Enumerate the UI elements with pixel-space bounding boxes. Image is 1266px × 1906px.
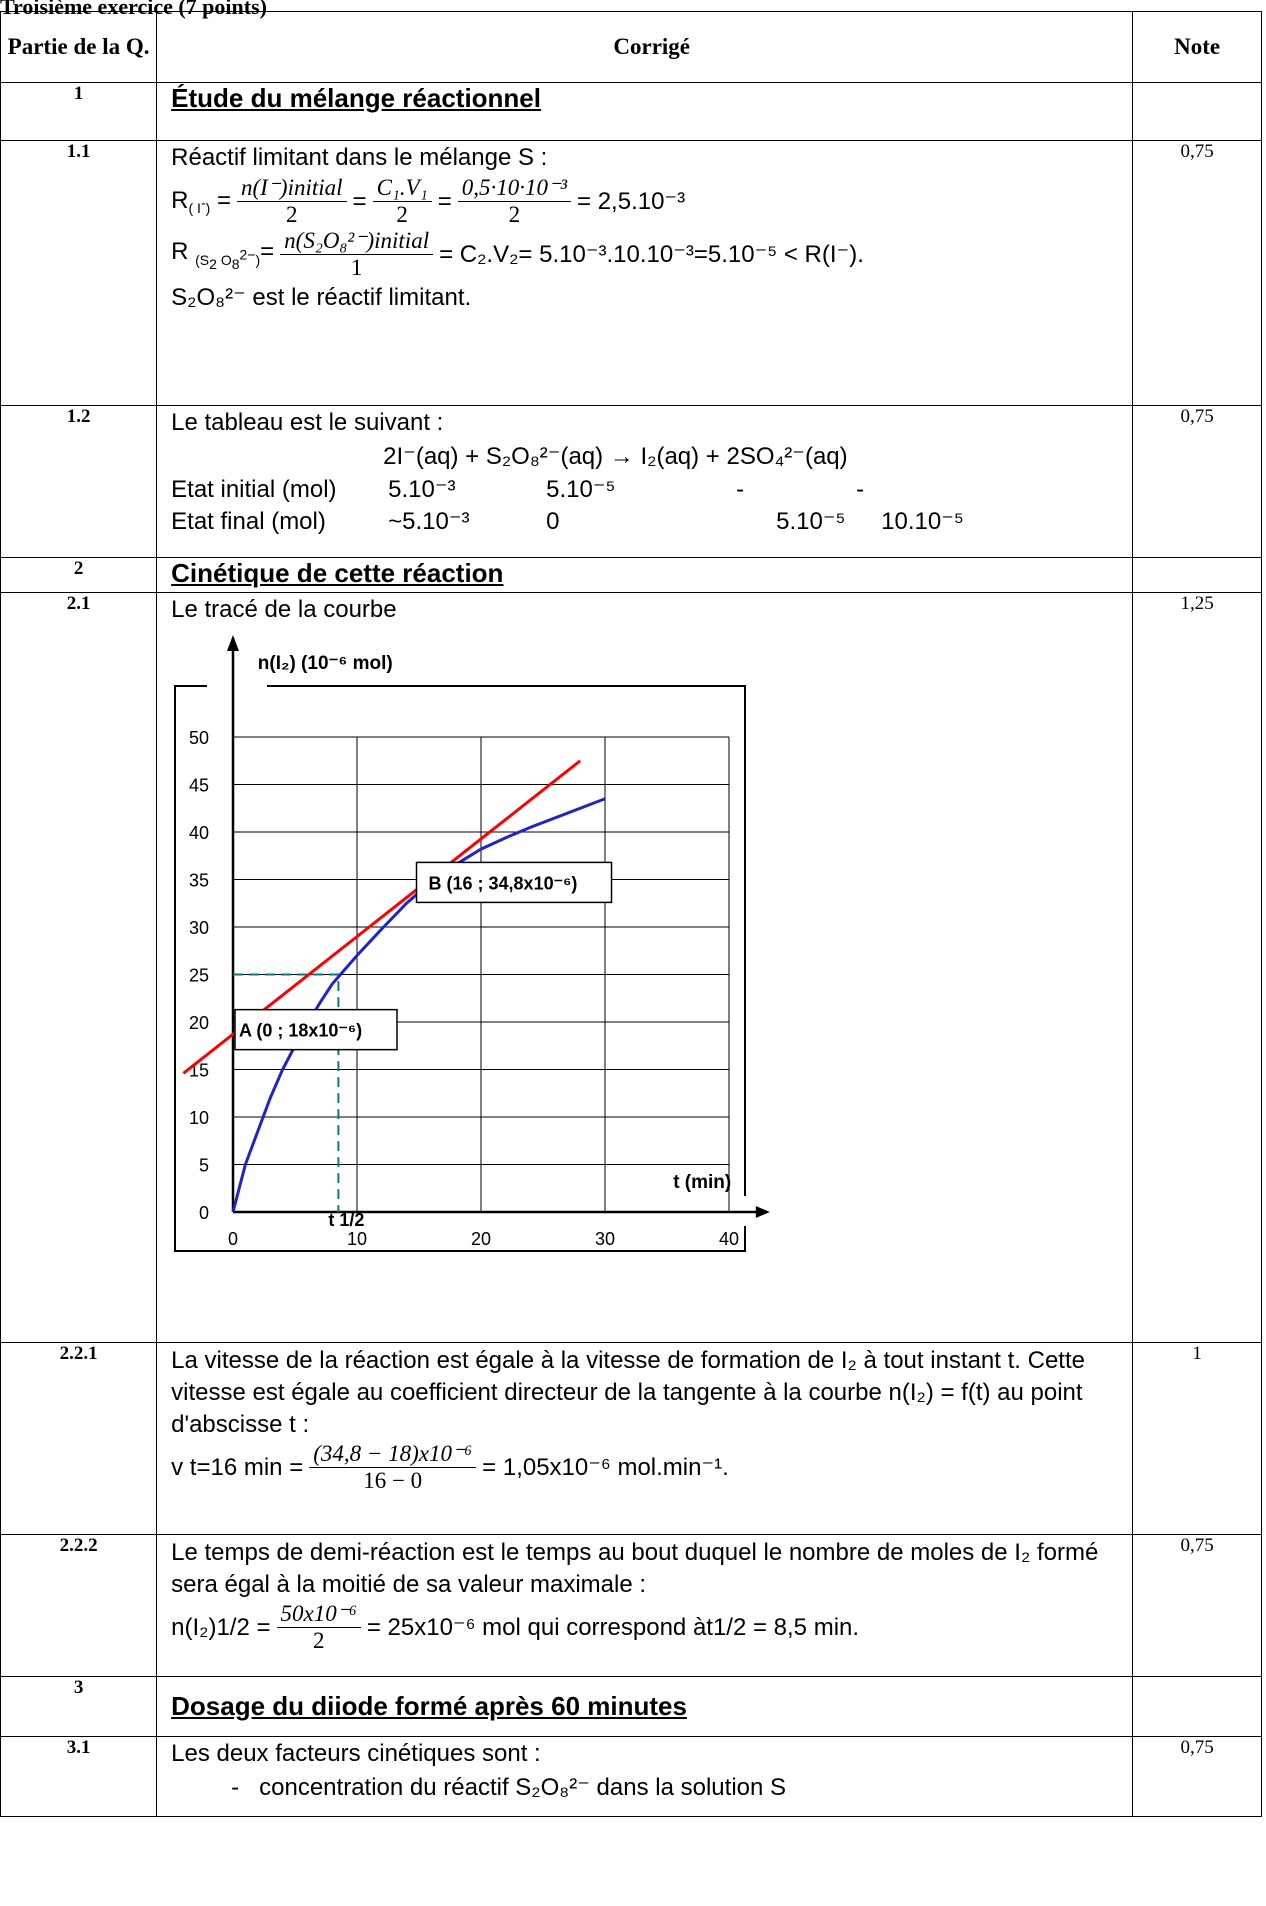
equation-half-time: n(I₂)1/2 = 50x10⁻⁶ 2 = 25x10⁻⁶ mol qui co… <box>171 1601 860 1653</box>
y-tick-label: 35 <box>189 871 209 891</box>
text-1-1-intro: Réactif limitant dans le mélange S : <box>171 144 548 171</box>
x-tick-label: 10 <box>347 1229 367 1249</box>
bullet-factor-1: - concentration du réactif S₂O₈²⁻ dans l… <box>231 1774 787 1801</box>
x-tick-label: 30 <box>595 1229 615 1249</box>
note-2-1: 1,25 <box>1132 592 1262 1343</box>
x-tick-label: 40 <box>719 1229 739 1249</box>
data-curve <box>231 797 606 1213</box>
section-title-3: Dosage du diiode formé après 60 minutes <box>171 1691 687 1721</box>
y-tick-label: 25 <box>189 966 209 986</box>
x-axis-label: t (min) <box>673 1172 731 1193</box>
section-title-2: Cinétique de cette réaction <box>171 558 504 588</box>
row-num-1: 1 <box>0 82 158 141</box>
row-num-2: 2 <box>0 557 158 593</box>
row-num-2-2-2: 2.2.2 <box>0 1534 158 1677</box>
half-time-label: t 1/2 <box>329 1210 365 1230</box>
y-tick-label: 5 <box>199 1156 209 1176</box>
x-tick-label: 20 <box>471 1229 491 1249</box>
y-tick-label: 40 <box>189 823 209 843</box>
note-3-1: 0,75 <box>1132 1736 1262 1817</box>
y-tick-label: 50 <box>189 728 209 748</box>
y-axis-arrow <box>227 635 240 651</box>
row-num-1-1: 1.1 <box>0 140 158 406</box>
x-axis-arrow <box>755 1206 770 1218</box>
row-num-2-2-1: 2.2.1 <box>0 1342 158 1535</box>
chart-frame <box>174 685 747 1252</box>
equation-r-persulfate: R (S2 O82−)= n(S₂O₈²⁻)initial 1 = C₂.V₂= … <box>171 228 864 280</box>
correction-table: Partie de la Q. Corrigé Note 1 Étude du … <box>0 11 1262 1817</box>
y-tick-label: 30 <box>189 918 209 938</box>
header-part: Partie de la Q. <box>0 11 158 83</box>
row-num-3: 3 <box>0 1676 158 1737</box>
text-curve-title: Le tracé de la courbe <box>171 596 397 623</box>
section-title-1: Étude du mélange réactionnel <box>171 83 541 113</box>
half-time-dashed-line <box>233 973 340 1212</box>
y-tick-label: 0 <box>199 1203 209 1223</box>
y-axis-label: n(I₂) (10⁻⁶ mol) <box>258 653 393 674</box>
text-2-2-1: La vitesse de la réaction est égale à la… <box>171 1347 1085 1438</box>
text-3-1: Les deux facteurs cinétiques sont : <box>171 1740 541 1767</box>
text-2-2-2: Le temps de demi-réaction est le temps a… <box>171 1539 1099 1598</box>
header-corrige: Corrigé <box>156 11 1134 83</box>
row-num-3-1: 3.1 <box>0 1736 158 1817</box>
equation-velocity: v t=16 min = (34,8 − 18)x10⁻⁶ 16 − 0 = 1,… <box>171 1441 729 1493</box>
note-2-2-1: 1 <box>1132 1342 1262 1535</box>
y-tick-label: 45 <box>189 776 209 796</box>
y-tick-label: 15 <box>189 1061 209 1081</box>
point-b-box <box>415 861 613 904</box>
note-1-1: 0,75 <box>1132 140 1262 406</box>
point-b-label: B (16 ; 34,8x10⁻⁶) <box>429 873 578 893</box>
axis-frame-gap <box>207 676 268 696</box>
row-num-2-1: 2.1 <box>0 592 158 1343</box>
text-limiting-reagent: S₂O₈²⁻ est le réactif limitant. <box>171 284 472 311</box>
row-num-1-2: 1.2 <box>0 405 158 558</box>
initial-state-row: Etat initial (mol) 5.10⁻³ 5.10⁻⁵ - - <box>171 476 865 503</box>
header-note: Note <box>1132 11 1262 83</box>
kinetics-chart: 0 5 10 15 20 25 30 35 40 45 50 0 10 20 30 40 n(I₂) (10⁻⁶… <box>174 635 770 1252</box>
point-a-box <box>234 1008 398 1051</box>
text-1-2-intro: Le tableau est le suivant : <box>171 409 444 436</box>
y-tick-label: 20 <box>189 1013 209 1033</box>
note-1-2: 0,75 <box>1132 405 1262 558</box>
x-tick-label: 0 <box>228 1229 238 1249</box>
equation-r-iodide: R( I-) = n(I⁻)initial 2 = C₁.V₁ 2 = 0,5·10·1… <box>171 175 686 227</box>
point-a-label: A (0 ; 18x10⁻⁶) <box>239 1021 362 1041</box>
note-2-2-2: 0,75 <box>1132 1534 1262 1677</box>
reaction-equation: 2I⁻(aq) + S₂O₈²⁻(aq) → I₂(aq) + 2SO₄²⁻(a… <box>383 443 848 470</box>
final-state-row: Etat final (mol) ~5.10⁻³ 0 5.10⁻⁵ 10.10⁻… <box>171 508 964 535</box>
y-tick-label: 10 <box>189 1108 209 1128</box>
